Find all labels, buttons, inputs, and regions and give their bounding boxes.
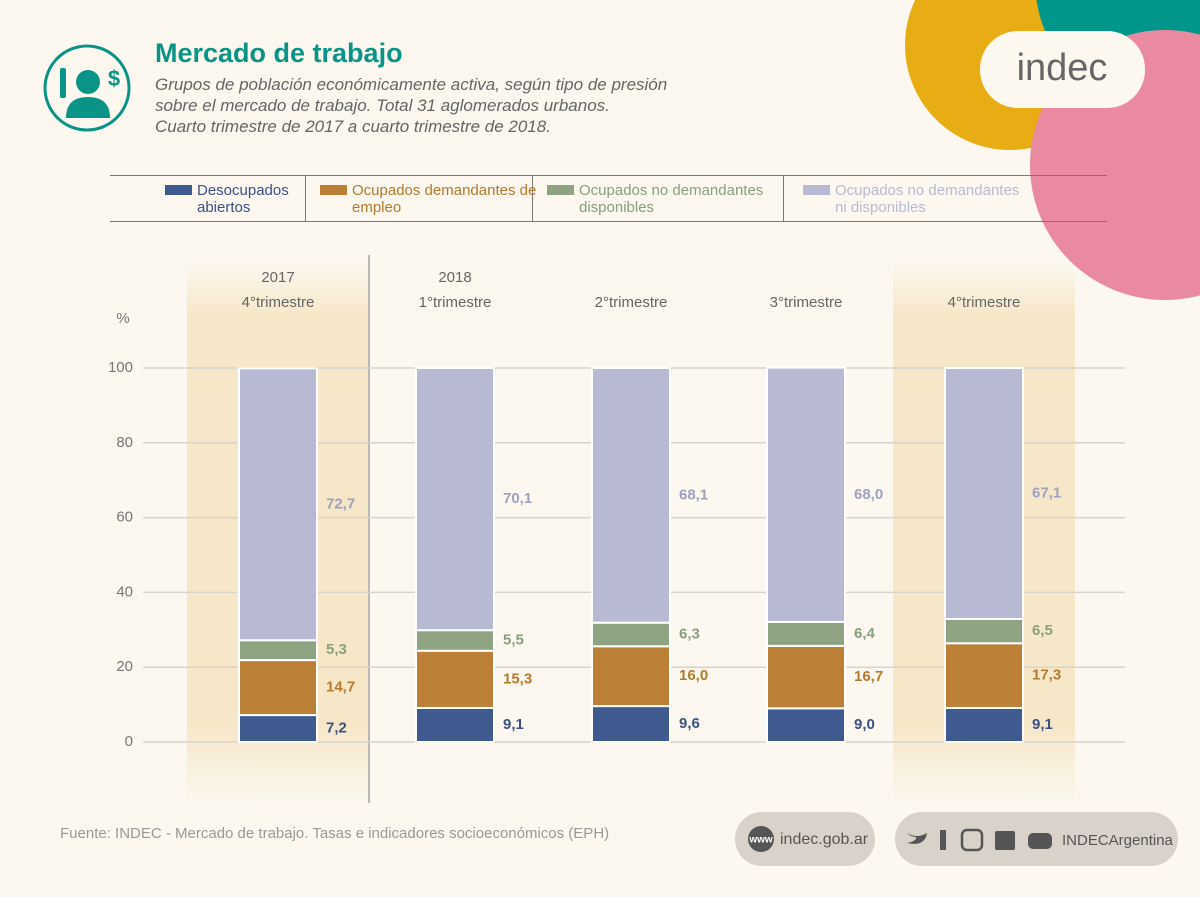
value-label: 9,0 bbox=[854, 716, 875, 733]
bar-segment bbox=[591, 645, 671, 708]
social-handle[interactable]: INDECArgentina bbox=[1062, 832, 1174, 849]
subtitle: Grupos de población económicamente activ… bbox=[155, 74, 667, 137]
bar-segment bbox=[238, 367, 318, 642]
legend-label: Ocupados demandantes de empleo bbox=[352, 182, 537, 216]
bar-segment bbox=[591, 367, 671, 624]
source: Fuente: INDEC - Mercado de trabajo. Tasa… bbox=[60, 825, 610, 842]
youtube-icon[interactable] bbox=[1028, 833, 1052, 849]
bar-segment bbox=[415, 367, 495, 632]
logo-text: indec bbox=[1017, 47, 1108, 89]
bar-segment bbox=[944, 706, 1024, 744]
bar-segment bbox=[415, 706, 495, 744]
value-label: 68,1 bbox=[679, 486, 708, 503]
value-label: 6,5 bbox=[1032, 622, 1053, 639]
y-tick-label: 60 bbox=[116, 509, 133, 526]
bar-segment bbox=[238, 639, 318, 662]
bar-segment bbox=[944, 617, 1024, 645]
value-label: 72,7 bbox=[326, 495, 355, 512]
x-tick-label: 4°trimestre bbox=[242, 294, 315, 311]
value-label: 67,1 bbox=[1032, 484, 1061, 501]
bar-segment bbox=[944, 642, 1024, 709]
icon bbox=[76, 70, 100, 94]
legend-separator bbox=[305, 176, 306, 221]
icon bbox=[66, 97, 110, 118]
legend-separator bbox=[532, 176, 533, 221]
logo-pill bbox=[980, 31, 1145, 108]
web-pill[interactable] bbox=[735, 812, 875, 866]
legend-label: Ocupados no demandantes disponibles bbox=[579, 182, 764, 216]
year-label: 2017 bbox=[261, 269, 294, 286]
bar-segment bbox=[415, 649, 495, 709]
y-axis-label: % bbox=[116, 310, 129, 327]
bar-segment bbox=[766, 366, 846, 623]
bar-segment bbox=[766, 620, 846, 647]
bar-segment bbox=[766, 707, 846, 744]
legend-swatch bbox=[547, 185, 574, 195]
icon bbox=[43, 44, 131, 132]
value-label: 68,0 bbox=[854, 486, 883, 503]
value-label: 15,3 bbox=[503, 670, 532, 687]
value-label: 16,0 bbox=[679, 667, 708, 684]
value-label: 5,5 bbox=[503, 631, 524, 648]
year-label: 2018 bbox=[438, 269, 471, 286]
title: Mercado de trabajo bbox=[155, 38, 403, 68]
x-tick-label: 2°trimestre bbox=[595, 294, 668, 311]
legend-swatch bbox=[165, 185, 192, 195]
x-tick-label: 1°trimestre bbox=[419, 294, 492, 311]
bar-segment bbox=[591, 705, 671, 744]
x-tick-label: 3°trimestre bbox=[770, 294, 843, 311]
legend-label: Ocupados no demandantes ni disponibles bbox=[835, 182, 1020, 216]
icon bbox=[60, 68, 66, 98]
legend-swatch bbox=[803, 185, 830, 195]
legend: Desocupados abiertos Ocupados demandantes… bbox=[110, 175, 1107, 222]
subtitle-line: sobre el mercado de trabajo. Total 31 ag… bbox=[155, 96, 610, 115]
value-label: 17,3 bbox=[1032, 667, 1061, 684]
value-label: 9,6 bbox=[679, 715, 700, 732]
value-label: 9,1 bbox=[503, 716, 524, 733]
value-label: 6,3 bbox=[679, 625, 700, 642]
bar-segment bbox=[238, 714, 318, 744]
value-label: 70,1 bbox=[503, 490, 532, 507]
y-tick-label: 0 bbox=[125, 733, 133, 750]
subtitle-line: Cuarto trimestre de 2017 a cuarto trimes… bbox=[155, 117, 551, 136]
bar-segment bbox=[944, 367, 1024, 620]
value-label: 14,7 bbox=[326, 679, 355, 696]
y-tick-label: 100 bbox=[108, 359, 133, 376]
bar-segment bbox=[766, 644, 846, 710]
y-tick-label: 80 bbox=[116, 434, 133, 451]
legend-swatch bbox=[320, 185, 347, 195]
linkedin-icon[interactable] bbox=[995, 831, 1015, 850]
bar-segment bbox=[238, 659, 318, 717]
facebook-icon[interactable] bbox=[940, 830, 946, 850]
legend-separator bbox=[783, 176, 784, 221]
subtitle-line: Grupos de población económicamente activ… bbox=[155, 75, 668, 94]
legend-label: Desocupados abiertos bbox=[197, 182, 289, 216]
website[interactable]: indec.gob.ar bbox=[780, 831, 869, 848]
y-tick-label: 40 bbox=[116, 583, 133, 600]
value-label: 7,2 bbox=[326, 720, 347, 737]
bar-segment bbox=[591, 621, 671, 648]
instagram-icon[interactable] bbox=[960, 828, 984, 852]
bar-segment bbox=[415, 629, 495, 652]
web-icon-text: www bbox=[748, 835, 773, 846]
icon: $ bbox=[108, 66, 120, 91]
web-icon bbox=[748, 826, 774, 852]
value-label: 6,4 bbox=[854, 625, 876, 642]
value-label: 5,3 bbox=[326, 641, 347, 658]
value-label: 9,1 bbox=[1032, 716, 1053, 733]
y-tick-label: 20 bbox=[116, 658, 133, 675]
value-label: 16,7 bbox=[854, 668, 883, 685]
x-tick-label: 4°trimestre bbox=[948, 294, 1021, 311]
twitter-icon[interactable] bbox=[907, 833, 927, 844]
